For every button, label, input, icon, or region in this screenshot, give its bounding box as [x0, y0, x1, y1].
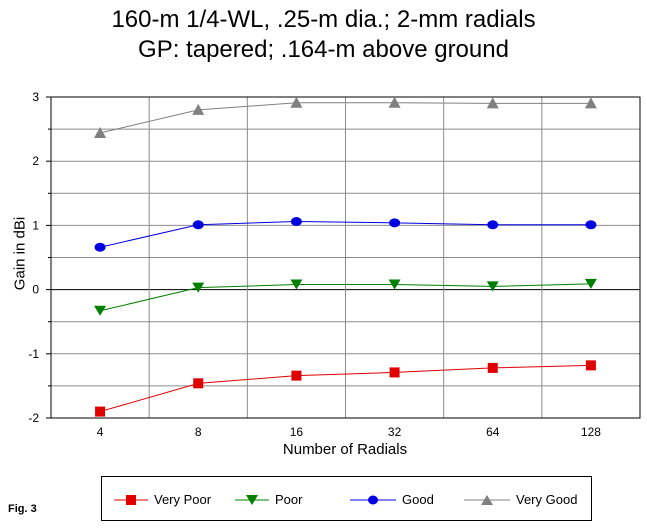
x-tick-label: 32: [388, 425, 402, 439]
data-point-very-good: [486, 97, 499, 109]
data-point-poor: [290, 279, 303, 290]
data-point-good: [585, 220, 597, 230]
x-tick-label: 16: [290, 425, 304, 439]
x-axis-label: Number of Radials: [282, 441, 408, 458]
chart-title-line-2: GP: tapered; .164-m above ground: [138, 36, 509, 63]
legend-item-poor: Poor: [235, 477, 302, 522]
chart-legend: Very Poor Poor Good Very Good: [101, 476, 592, 521]
data-point-poor: [94, 305, 107, 316]
data-point-very-poor: [193, 378, 204, 389]
data-point-very-poor: [585, 360, 596, 371]
y-axis-label: Gain in dBi: [11, 216, 29, 291]
legend-label-very-poor: Very Poor: [154, 492, 212, 507]
data-point-very-poor: [487, 362, 498, 373]
data-point-good: [389, 218, 401, 228]
series-line-very-poor: [99, 364, 591, 413]
data-point-very-good: [94, 126, 107, 138]
figure-label: Fig. 3: [8, 503, 37, 515]
data-point-poor: [584, 278, 597, 289]
chart-title-line-1: 160-m 1/4-WL, .25-m dia.; 2-mm radials: [111, 6, 536, 33]
data-point-very-good: [290, 96, 303, 108]
x-tick-label: 8: [195, 425, 202, 439]
data-point-very-good: [192, 103, 205, 115]
series-line-poor: [99, 283, 591, 312]
legend-label-good: Good: [402, 492, 434, 507]
legend-marker-very-good: [464, 494, 510, 505]
y-tick-label: -2: [28, 411, 39, 425]
data-point-very-poor: [291, 370, 302, 381]
data-point-very-good: [388, 96, 401, 108]
legend-marker-poor: [235, 494, 269, 505]
data-point-very-poor: [389, 367, 400, 378]
data-point-poor: [192, 282, 205, 293]
y-tick-label: 2: [32, 154, 39, 168]
series-line-good: [99, 221, 591, 248]
data-point-good: [94, 242, 106, 252]
y-tick-label: 0: [32, 283, 39, 297]
legend-marker-very-poor: [114, 494, 148, 505]
data-point-good: [487, 220, 499, 230]
x-tick-label: 4: [97, 425, 104, 439]
data-point-very-good: [584, 97, 597, 109]
data-point-poor: [388, 279, 401, 290]
y-tick-label: -1: [28, 347, 39, 361]
legend-label-very-good: Very Good: [516, 492, 578, 507]
y-tick-label: 1: [32, 218, 39, 232]
legend-marker-good: [350, 495, 396, 504]
legend-label-poor: Poor: [275, 492, 303, 507]
data-point-poor: [486, 281, 499, 292]
y-tick-label: 3: [32, 90, 39, 104]
legend-item-good: Good: [350, 477, 434, 522]
data-point-very-poor: [95, 406, 106, 417]
chart-plot: -2 -1 0 1 2 3 4 8 16 32 64 128: [28, 90, 641, 439]
legend-item-very-poor: Very Poor: [114, 477, 211, 522]
data-point-good: [192, 220, 204, 230]
x-tick-label: 64: [486, 425, 500, 439]
data-point-good: [290, 217, 302, 227]
x-tick-label: 128: [581, 425, 601, 439]
series-line-very-good: [99, 102, 591, 134]
legend-item-very-good: Very Good: [464, 477, 577, 522]
